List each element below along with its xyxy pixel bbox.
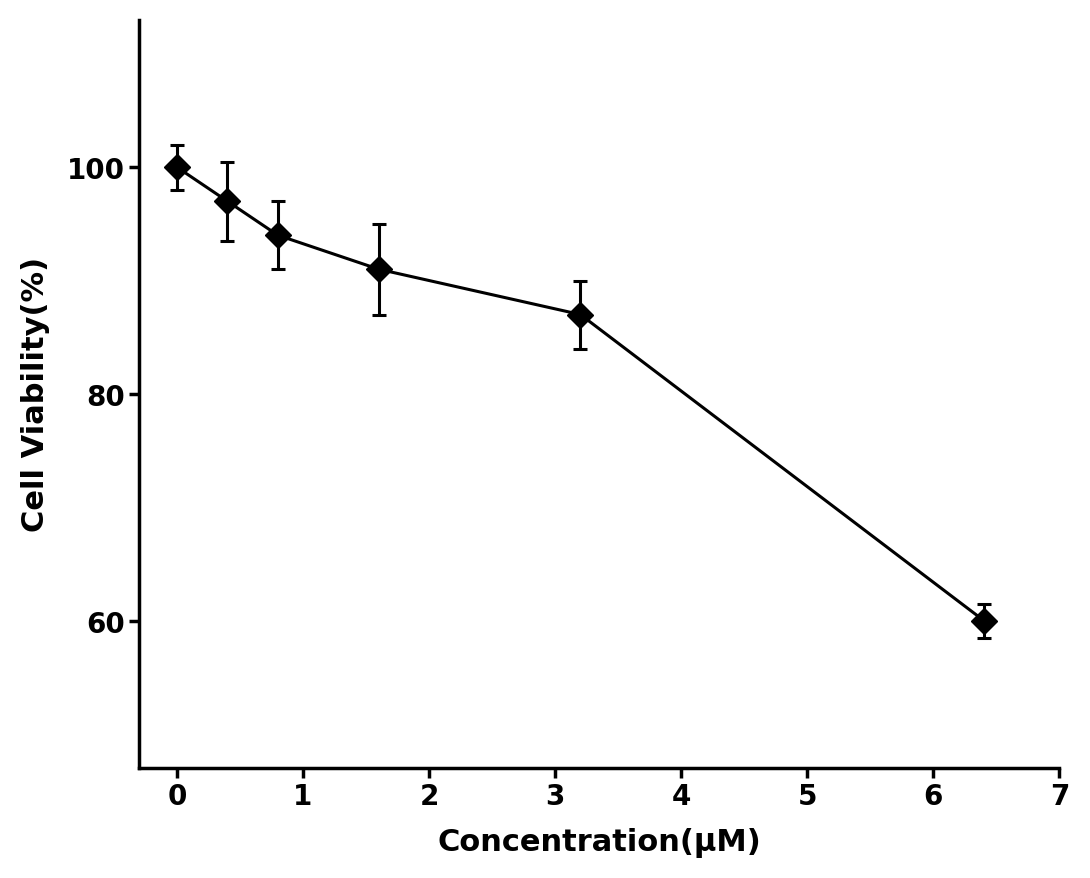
Y-axis label: Cell Viability(%): Cell Viability(%) <box>21 257 50 532</box>
X-axis label: Concentration(μM): Concentration(μM) <box>437 827 761 857</box>
